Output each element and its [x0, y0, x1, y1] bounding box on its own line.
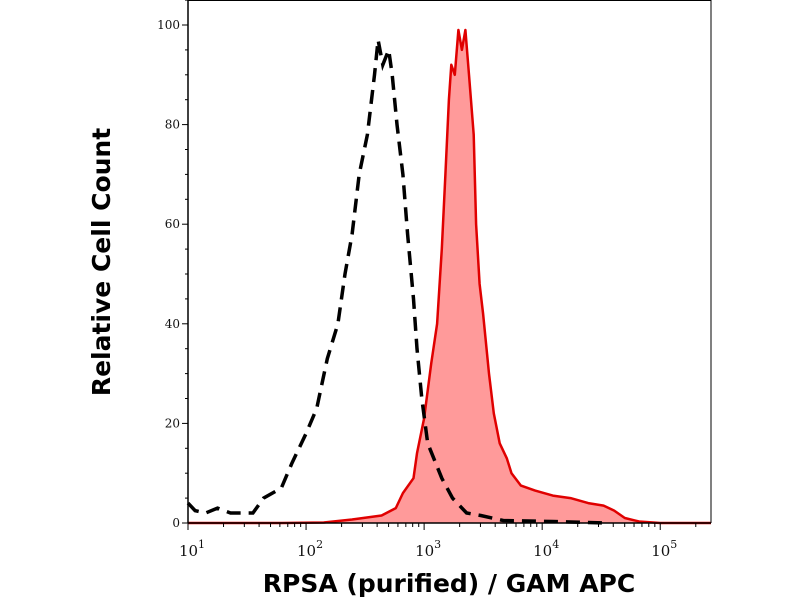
y-tick-label: 0: [172, 516, 180, 530]
y-tick-label: 40: [165, 317, 180, 331]
x-axis-title: RPSA (purified) / GAM APC: [263, 569, 635, 598]
x-tick-exponent: 3: [434, 538, 441, 551]
isotype-control-dashed-line: [186, 39, 608, 525]
y-axis-title: Relative Cell Count: [87, 128, 116, 396]
x-tick-exponent: 4: [552, 538, 559, 551]
series-layer: [186, 28, 711, 525]
y-tick-label: 100: [157, 18, 180, 32]
x-tick-label: 104: [533, 538, 559, 560]
y-tick-label: 60: [165, 217, 180, 231]
x-tick-base: 10: [533, 542, 552, 560]
y-tick-label: 20: [165, 416, 180, 430]
x-tick-exponent: 1: [198, 538, 205, 551]
x-tick-base: 10: [179, 542, 198, 560]
x-tick-base: 10: [415, 542, 434, 560]
x-tick-base: 10: [651, 542, 670, 560]
x-tick-exponent: 2: [316, 538, 323, 551]
sample-histogram-line: [188, 28, 711, 525]
x-tick-exponent: 5: [670, 538, 677, 551]
x-tick-label: 103: [415, 538, 441, 560]
sample-histogram-fill: [188, 30, 711, 523]
x-tick-label: 105: [651, 538, 677, 560]
x-tick-base: 10: [297, 542, 316, 560]
y-tick-label: 80: [165, 118, 180, 132]
x-tick-label: 102: [297, 538, 323, 560]
x-tick-label: 101: [179, 538, 205, 560]
